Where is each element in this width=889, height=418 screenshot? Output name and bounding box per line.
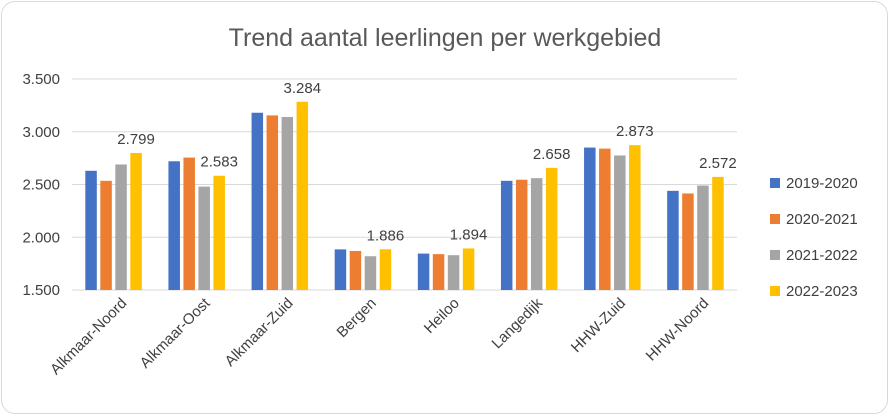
gridlines — [72, 78, 737, 291]
legend: 2019-2020 2020-2021 2021-2022 2022-2023 — [770, 175, 858, 300]
legend-swatch — [770, 250, 780, 260]
legend-label: 2021-2022 — [786, 247, 858, 264]
bar — [629, 145, 641, 290]
bar — [251, 112, 264, 290]
y-tick-label: 3.500 — [22, 71, 60, 88]
data-label: 2.799 — [117, 131, 155, 148]
bar — [349, 250, 362, 290]
bar — [462, 248, 475, 290]
bar — [213, 175, 225, 290]
bars — [85, 101, 724, 291]
bar — [183, 157, 195, 290]
bar — [584, 147, 596, 290]
x-category-label: Bergen — [334, 295, 380, 341]
bar — [379, 249, 392, 290]
bar — [667, 190, 679, 290]
bar — [100, 180, 112, 290]
data-label: 2.583 — [200, 154, 238, 171]
bar — [682, 193, 694, 290]
data-labels: 2.799 2.583 3.284 1.886 1.894 2.658 2.873 2.572 — [117, 80, 736, 244]
data-label: 2.572 — [699, 155, 737, 172]
bar — [296, 101, 309, 291]
data-label: 1.894 — [450, 226, 488, 243]
x-axis-categories: Alkmaar-Noord Alkmaar-Oost Alkmaar-Zuid Ber… — [47, 294, 712, 378]
bar — [545, 167, 558, 290]
data-label: 1.886 — [367, 227, 405, 244]
bar — [515, 179, 528, 290]
y-axis-ticks: 1.500 2.000 2.500 3.000 3.500 — [22, 71, 60, 299]
bar — [599, 148, 611, 290]
bar — [530, 178, 543, 290]
data-label: 2.873 — [616, 123, 654, 140]
x-category-label: HHW-Zuid — [568, 295, 629, 356]
x-category-label: Alkmaar-Oost — [137, 294, 214, 371]
bar — [697, 185, 709, 290]
bar — [168, 161, 180, 290]
legend-swatch — [770, 286, 780, 296]
bar — [266, 115, 279, 291]
data-label: 2.658 — [533, 146, 571, 163]
chart-title: Trend aantal leerlingen per werkgebied — [229, 24, 662, 52]
y-tick-label: 3.000 — [22, 124, 60, 141]
data-label: 3.284 — [284, 80, 322, 97]
bar — [334, 249, 347, 290]
y-tick-label: 2.000 — [22, 229, 60, 246]
bar — [500, 180, 513, 290]
bar — [115, 164, 127, 290]
bar — [198, 186, 210, 290]
bar — [712, 176, 724, 290]
legend-swatch — [770, 178, 780, 188]
legend-swatch — [770, 214, 780, 224]
x-category-label: HHW-Noord — [643, 295, 713, 365]
bar — [364, 256, 377, 290]
x-category-label: Alkmaar-Noord — [47, 295, 130, 378]
bar — [417, 253, 430, 290]
bar — [281, 116, 294, 290]
bar — [447, 255, 460, 290]
y-tick-label: 2.500 — [22, 177, 60, 194]
bar — [130, 152, 142, 290]
bar — [85, 170, 97, 290]
bar-chart: Trend aantal leerlingen per werkgebied 1… — [22, 24, 858, 378]
x-category-label: Heiloo — [421, 295, 463, 337]
legend-label: 2022-2023 — [786, 283, 858, 300]
x-category-label: Alkmaar-Zuid — [222, 295, 297, 370]
bar — [432, 254, 445, 290]
y-tick-label: 1.500 — [22, 282, 60, 299]
x-category-label: Langedijk — [489, 294, 547, 352]
legend-label: 2020-2021 — [786, 211, 858, 228]
legend-label: 2019-2020 — [786, 175, 858, 192]
bar — [614, 155, 626, 290]
